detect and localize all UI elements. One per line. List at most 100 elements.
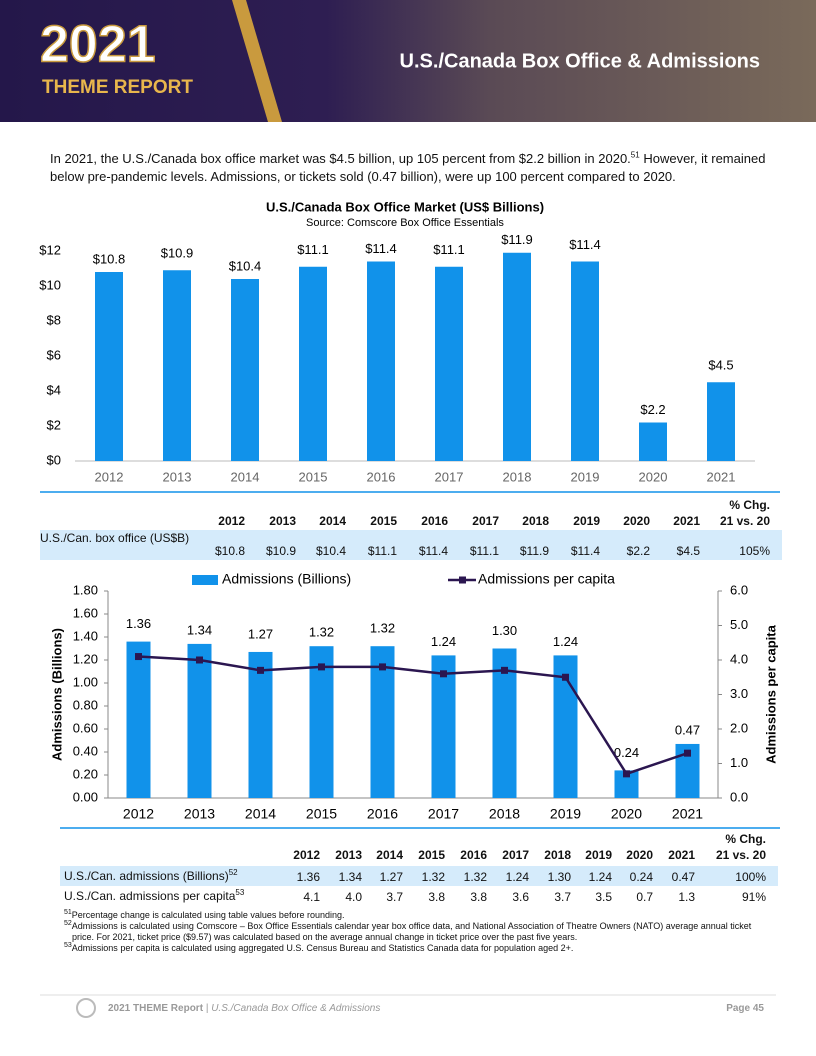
cell: 1.27: [379, 870, 403, 884]
footer-section: U.S./Canada Box Office & Admissions: [211, 1003, 381, 1014]
value-label: 1.32: [370, 621, 395, 636]
footer-logo: [76, 998, 96, 1018]
footer-separator: |: [205, 1003, 209, 1014]
value-label: 1.30: [492, 623, 517, 638]
cell: 3.7: [554, 890, 571, 904]
chart-title: U.S./Canada Box Office Market (US$ Billi…: [266, 199, 544, 214]
cell: 3.8: [470, 890, 487, 904]
value-label: 1.24: [431, 634, 456, 649]
cell: 3.8: [428, 890, 445, 904]
value-label: $11.4: [365, 241, 397, 256]
column-header: 2014: [376, 848, 403, 862]
column-header: 2015: [370, 514, 397, 528]
row-label: U.S./Can. admissions per capita53: [64, 889, 294, 904]
cell: $10.4: [315, 544, 346, 558]
bar: [370, 646, 395, 798]
row-band: [60, 866, 778, 886]
column-header: 2017: [472, 514, 499, 528]
y2-tick-label: 2.0: [730, 720, 748, 735]
column-header: 2019: [573, 514, 600, 528]
x-tick-label: 2012: [123, 806, 154, 822]
bar: [435, 266, 463, 461]
line-marker: [135, 653, 142, 661]
column-header: 2012: [293, 848, 320, 862]
bar: [367, 261, 395, 461]
x-tick-label: 2020: [639, 469, 668, 484]
value-label: 1.36: [126, 616, 151, 631]
cell: $4.5: [676, 544, 700, 558]
line-marker: [379, 663, 386, 671]
footnote-ref: 53: [235, 888, 245, 897]
column-header: 2021: [673, 514, 700, 528]
row-label-text: U.S./Can. admissions (Billions): [64, 869, 229, 883]
y-tick-label: $8: [47, 312, 61, 327]
cell: 1.36: [296, 870, 320, 884]
y2-tick-label: 3.0: [730, 686, 748, 701]
footnote-mark: 51: [64, 909, 72, 916]
y-tick-label: $12: [39, 242, 61, 257]
footnote-text: Admissions is calculated using Comscore …: [71, 921, 752, 942]
header-title: U.S./Canada Box Office & Admissions: [400, 50, 760, 72]
cell: 0.24: [629, 870, 653, 884]
x-tick-label: 2014: [231, 469, 260, 484]
bar: [248, 651, 273, 798]
bar: [231, 279, 259, 461]
footer-report: 2021 THEME Report: [108, 1003, 204, 1014]
y-tick-label: 0.80: [73, 697, 98, 712]
column-header: 2015: [418, 848, 445, 862]
row-label: U.S./Can. box office (US$B): [40, 531, 200, 546]
intro-text: In 2021, the U.S./Canada box office mark…: [50, 151, 631, 166]
x-tick-label: 2016: [367, 806, 398, 822]
footnote-text: Percentage change is calculated using ta…: [71, 910, 345, 920]
column-header: 2017: [502, 848, 529, 862]
cell: 105%: [739, 544, 770, 558]
x-tick-label: 2017: [435, 469, 464, 484]
footnote-mark: 53: [64, 942, 72, 949]
y-tick-label: 1.40: [73, 628, 98, 643]
cell: $11.9: [519, 544, 549, 558]
y-tick-label: $2: [47, 417, 61, 432]
line-marker: [318, 663, 325, 671]
x-tick-label: 2013: [163, 469, 192, 484]
page-number: Page 45: [726, 1003, 764, 1014]
chart-subtitle: Source: Comscore Box Office Essentials: [306, 217, 504, 229]
cell: 1.34: [338, 870, 362, 884]
cell: 3.6: [512, 890, 529, 904]
y-tick-label: $4: [47, 382, 61, 397]
x-tick-label: 2013: [184, 806, 215, 822]
x-tick-label: 2015: [299, 469, 328, 484]
y-tick-label: 0.60: [73, 720, 98, 735]
bar: [571, 261, 599, 461]
column-header: 2018: [544, 848, 571, 862]
value-label: $10.8: [93, 251, 126, 266]
row-label-text: U.S./Can. box office (US$B): [40, 531, 190, 545]
cell: 4.0: [345, 890, 362, 904]
change-header: % Chg.: [725, 832, 766, 846]
change-header: % Chg.: [729, 498, 770, 512]
y-tick-label: 0.40: [73, 743, 98, 758]
value-label: 0.47: [675, 722, 700, 737]
column-header: 2020: [623, 514, 650, 528]
cell: 1.32: [421, 870, 445, 884]
column-header: 2018: [522, 514, 549, 528]
cell: 3.7: [386, 890, 403, 904]
x-tick-label: 2020: [611, 806, 642, 822]
y-tick-label: $6: [47, 347, 61, 362]
bar: [163, 270, 191, 461]
x-tick-label: 2021: [707, 469, 736, 484]
value-label: $11.4: [569, 237, 601, 252]
value-label: $11.1: [433, 242, 465, 257]
cell: 0.7: [636, 890, 653, 904]
y-axis-title: Admissions (Billions): [49, 628, 64, 761]
cell: 1.32: [463, 870, 487, 884]
bar: [431, 655, 456, 798]
change-header: 21 vs. 20: [719, 514, 770, 528]
line-marker: [257, 666, 264, 674]
bar: [95, 272, 123, 461]
cell: $11.1: [469, 544, 499, 558]
cell: 1.24: [588, 870, 612, 884]
legend-marker: [459, 576, 466, 584]
column-header: 2013: [335, 848, 362, 862]
value-label: $10.4: [229, 258, 262, 273]
header-report: THEME REPORT: [42, 77, 193, 98]
